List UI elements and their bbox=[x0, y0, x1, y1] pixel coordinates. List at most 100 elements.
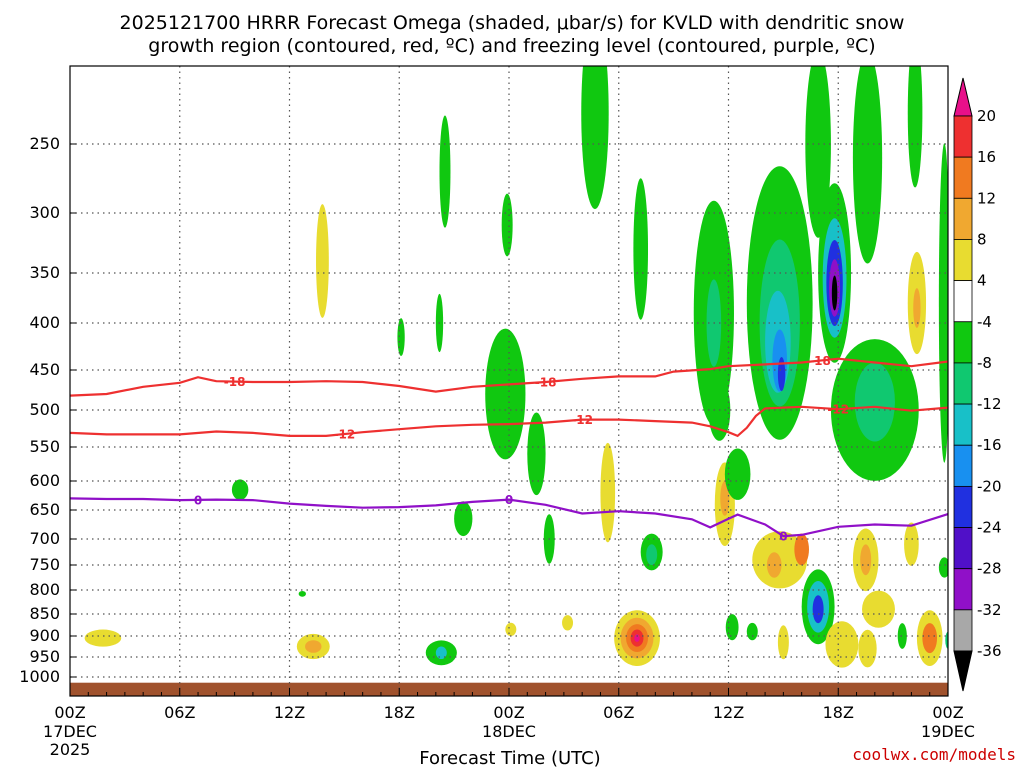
colorbar-bin-5 bbox=[953, 321, 973, 364]
colorbar-label: 8 bbox=[977, 230, 987, 248]
colorbar-bin-3 bbox=[953, 239, 973, 282]
y-tick-label: 750 bbox=[29, 555, 60, 574]
y-tick-label: 700 bbox=[29, 529, 60, 548]
colorbar-label: -16 bbox=[977, 436, 1002, 454]
colorbar-label: -24 bbox=[977, 519, 1002, 537]
colorbar-over-arrow bbox=[953, 77, 973, 117]
contour-line-0 bbox=[69, 497, 949, 538]
omega-feature-9 bbox=[633, 178, 649, 320]
x-tick-label: 18Z bbox=[384, 703, 415, 722]
y-axis-ticks: 250 300 350 400 450 500 550 600 650 700 750 800 850 9… bbox=[19, 134, 76, 686]
omega-feature-70 bbox=[922, 623, 938, 654]
colorbar-label: -32 bbox=[977, 601, 1002, 619]
omega-feature-45 bbox=[938, 557, 948, 578]
colorbar-label: -20 bbox=[977, 477, 1002, 495]
omega-feature-23 bbox=[852, 66, 883, 264]
contour-label-0: 0 bbox=[505, 493, 513, 507]
plot-area: -18 -18 -18 -12 -12 -12 0 0 0 bbox=[69, 65, 949, 697]
grid-lines bbox=[69, 66, 949, 696]
colorbar-bin-12 bbox=[953, 609, 973, 652]
colorbar-bin-1 bbox=[953, 156, 973, 199]
contour-label--12: -12 bbox=[827, 403, 849, 417]
y-tick-label: 500 bbox=[29, 400, 60, 419]
colorbar-bin-4 bbox=[953, 280, 973, 323]
colorbar-label: 4 bbox=[977, 272, 987, 290]
x-tick-date: 17DEC bbox=[43, 722, 97, 741]
colorbar-bin-2 bbox=[953, 197, 973, 240]
omega-feature-52 bbox=[777, 625, 789, 660]
contour-label--18: -18 bbox=[535, 376, 557, 390]
y-tick-label: 600 bbox=[29, 471, 60, 490]
contour-line--12 bbox=[69, 405, 949, 438]
omega-feature-57 bbox=[634, 634, 640, 642]
omega-shading bbox=[84, 66, 948, 668]
colorbar-label: 20 bbox=[977, 107, 996, 125]
omega-feature-65 bbox=[435, 646, 447, 660]
omega-feature-38 bbox=[646, 544, 658, 565]
omega-feature-32 bbox=[600, 442, 616, 543]
colorbar-label: 12 bbox=[977, 189, 996, 207]
omega-feature-30 bbox=[231, 479, 249, 500]
x-tick-label: 12Z bbox=[274, 703, 305, 722]
omega-feature-66 bbox=[825, 621, 859, 668]
colorbar-label: -28 bbox=[977, 560, 1002, 578]
contour-label-0: 0 bbox=[194, 493, 202, 507]
colorbar-bin-11 bbox=[953, 568, 973, 611]
colorbar-bin-10 bbox=[953, 527, 973, 570]
y-tick-label: 400 bbox=[29, 313, 60, 332]
colorbar: 20 16 12 8 4 -4 -8 -12 -16 -20 -24 -28 -32 -36 bbox=[953, 77, 1002, 692]
omega-feature-3 bbox=[397, 318, 405, 357]
omega-feature-29 bbox=[913, 288, 921, 328]
omega-feature-58 bbox=[562, 615, 574, 631]
omega-feature-5 bbox=[485, 328, 526, 460]
colorbar-bin-8 bbox=[953, 444, 973, 487]
y-tick-label: 1000 bbox=[19, 667, 60, 686]
colorbar-under-arrow bbox=[953, 650, 973, 692]
omega-feature-60 bbox=[84, 629, 122, 647]
omega-feature-8 bbox=[581, 66, 609, 210]
x-tick-year: 2025 bbox=[50, 740, 91, 759]
omega-feature-34 bbox=[720, 481, 730, 516]
omega-feature-16 bbox=[777, 356, 786, 392]
omega-feature-59 bbox=[505, 622, 517, 637]
x-tick-label: 06Z bbox=[603, 703, 634, 722]
colorbar-bin-6 bbox=[953, 362, 973, 405]
x-tick-label: 18Z bbox=[823, 703, 854, 722]
y-tick-label: 850 bbox=[29, 604, 60, 623]
x-axis-title: Forecast Time (UTC) bbox=[419, 748, 600, 768]
omega-feature-22 bbox=[831, 275, 838, 311]
colorbar-label: -12 bbox=[977, 395, 1002, 413]
omega-feature-26 bbox=[938, 143, 948, 463]
omega-feature-41 bbox=[794, 533, 809, 566]
colorbar-label: -4 bbox=[977, 313, 992, 331]
omega-feature-6 bbox=[527, 412, 546, 496]
omega-feature-48 bbox=[812, 595, 824, 624]
x-tick-date: 18DEC bbox=[482, 722, 536, 741]
omega-feature-2 bbox=[501, 193, 513, 257]
omega-feature-44 bbox=[904, 522, 919, 566]
temperature-contours: -18 -18 -18 -12 -12 -12 0 0 0 bbox=[69, 354, 949, 544]
x-tick-date: 19DEC bbox=[921, 722, 975, 741]
x-tick-label: 00Z bbox=[493, 703, 524, 722]
omega-feature-27 bbox=[907, 66, 923, 188]
omega-feature-43 bbox=[860, 544, 872, 576]
credit-text: coolwx.com/models bbox=[852, 745, 1016, 764]
omega-feature-61 bbox=[298, 590, 306, 597]
chart-title-line2: growth region (contoured, red, ºC) and f… bbox=[148, 35, 875, 57]
omega-feature-17 bbox=[805, 66, 831, 238]
omega-feature-31 bbox=[454, 501, 473, 537]
y-tick-label: 250 bbox=[29, 134, 60, 153]
colorbar-label: 16 bbox=[977, 148, 996, 166]
x-tick-label: 00Z bbox=[54, 703, 85, 722]
contour-label--12: -12 bbox=[571, 413, 593, 427]
x-tick-label: 00Z bbox=[932, 703, 963, 722]
omega-feature-67 bbox=[858, 629, 877, 668]
omega-feature-63 bbox=[305, 640, 322, 653]
y-tick-label: 550 bbox=[29, 437, 60, 456]
x-tick-label: 12Z bbox=[713, 703, 744, 722]
y-tick-label: 900 bbox=[29, 626, 60, 645]
colorbar-label: -8 bbox=[977, 354, 992, 372]
contour-label-0: 0 bbox=[779, 530, 787, 544]
y-tick-label: 300 bbox=[29, 203, 60, 222]
